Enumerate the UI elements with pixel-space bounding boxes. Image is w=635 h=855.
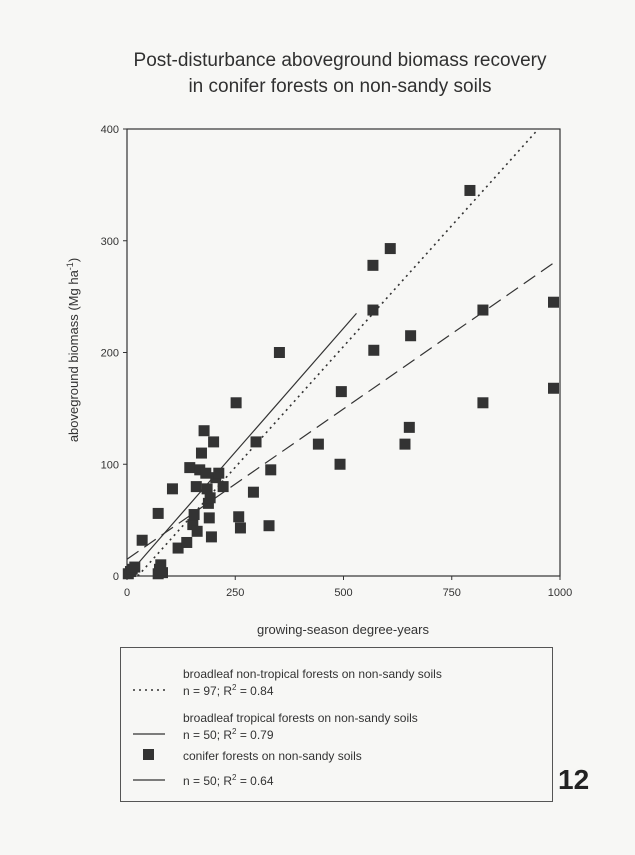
legend-stat-3-prefix: n = 50; R (183, 774, 233, 788)
data-point (152, 568, 164, 580)
data-point (166, 483, 178, 495)
legend-stat-2-sup: 2 (232, 727, 237, 736)
y-axis-label: aboveground biomass (Mg ha-1) (65, 258, 81, 442)
data-point (187, 519, 199, 531)
data-point (477, 304, 489, 316)
data-point (403, 421, 415, 433)
x-tick-label: 500 (334, 587, 352, 599)
y-tick-label: 200 (101, 348, 119, 360)
data-point (204, 492, 216, 504)
data-point (202, 497, 214, 509)
data-point (548, 382, 560, 394)
data-point (368, 344, 380, 356)
x-tick-label: 750 (443, 587, 461, 599)
legend-stat-1-sup: 2 (232, 683, 237, 692)
data-point (172, 542, 184, 554)
y-axis-label-end: ) (66, 258, 81, 262)
y-axis-label-main: aboveground biomass (Mg ha (66, 269, 81, 442)
data-point (194, 464, 206, 476)
data-point (265, 464, 277, 476)
legend-symbols (133, 689, 165, 781)
legend-stat-1: n = 97; R2 = 0.84 (183, 683, 274, 698)
data-point (335, 386, 347, 398)
data-point (208, 436, 220, 448)
legend-stat-2: n = 50; R2 = 0.79 (183, 727, 274, 742)
data-point (188, 509, 200, 521)
data-point (195, 447, 207, 459)
data-point (367, 259, 379, 271)
legend-label-3: conifer forests on non-sandy soils (183, 749, 362, 763)
legend-stat-1-prefix: n = 97; R (183, 684, 233, 698)
data-point (181, 536, 193, 548)
chart-title: Post-disturbance aboveground biomass rec… (40, 48, 635, 100)
data-point (399, 438, 411, 450)
data-point (367, 304, 379, 316)
data-point (233, 511, 245, 523)
data-point (198, 425, 210, 437)
chart-title-line-1: Post-disturbance aboveground biomass rec… (133, 50, 547, 71)
legend-label-2: broadleaf tropical forests on non-sandy … (183, 711, 418, 725)
legend-square-marker (143, 749, 154, 760)
data-point (263, 520, 275, 532)
data-point (217, 481, 229, 493)
data-points (122, 184, 560, 580)
data-point (247, 486, 259, 498)
x-axis-label: growing-season degree-years (257, 622, 429, 637)
data-point (477, 397, 489, 409)
trend-line-dotted (137, 128, 539, 577)
y-tick-label: 100 (101, 459, 119, 471)
data-point (213, 467, 225, 479)
page-number: 12 (558, 764, 590, 795)
y-tick-label: 300 (101, 236, 119, 248)
data-point (152, 507, 164, 519)
legend-stat-3: n = 50; R2 = 0.64 (183, 773, 274, 788)
legend-stat-2-prefix: n = 50; R (183, 728, 233, 742)
data-point (190, 481, 202, 493)
data-point (230, 397, 242, 409)
data-point (136, 534, 148, 546)
data-point (405, 330, 417, 342)
data-point (334, 458, 346, 470)
legend-stat-3-sup: 2 (232, 773, 237, 782)
legend-stat-1-suffix: = 0.84 (236, 684, 274, 698)
data-point (203, 512, 215, 524)
data-point (548, 296, 560, 308)
legend-stat-3-suffix: = 0.64 (236, 774, 274, 788)
x-tick-label: 250 (226, 587, 244, 599)
y-tick-label: 0 (113, 571, 119, 583)
y-axis-label-sup: -1 (65, 262, 75, 270)
data-point (184, 462, 196, 474)
y-tick-label: 400 (101, 124, 119, 136)
data-point (200, 467, 212, 479)
data-point (201, 483, 213, 495)
chart-title-line-2: in conifer forests on non-sandy soils (188, 76, 492, 97)
data-point (250, 436, 262, 448)
axes: 0 250 500 750 1000 0 100 200 300 400 (101, 124, 573, 599)
data-point (205, 531, 217, 543)
data-point (155, 559, 167, 571)
data-point (273, 347, 285, 358)
data-point (312, 438, 324, 450)
data-point (234, 522, 246, 534)
data-point (191, 525, 203, 537)
plot-frame (126, 128, 561, 577)
data-point (384, 243, 396, 255)
legend: broadleaf non-tropical forests on non-sa… (120, 647, 553, 802)
legend-stat-2-suffix: = 0.79 (236, 728, 274, 742)
trend-lines (126, 128, 554, 577)
data-point (464, 184, 476, 196)
x-tick-label: 0 (124, 587, 130, 599)
x-tick-label: 1000 (548, 587, 572, 599)
legend-label-1: broadleaf non-tropical forests on non-sa… (183, 667, 442, 681)
data-point (129, 561, 141, 573)
